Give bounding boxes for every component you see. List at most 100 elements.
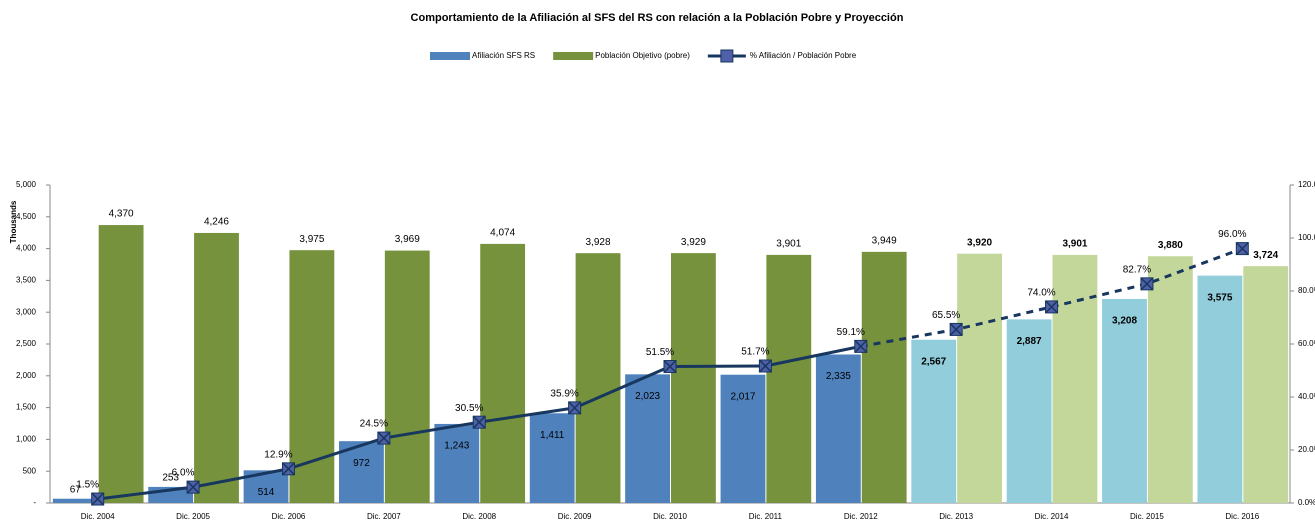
bar-value-label: 1,411 bbox=[540, 430, 565, 441]
line-marker bbox=[1235, 242, 1249, 256]
bar-value-label: 3,975 bbox=[299, 234, 324, 245]
bar-value-label: 3,920 bbox=[967, 237, 992, 248]
bar-value-label: 2,567 bbox=[921, 356, 946, 367]
line-value-label: 12.9% bbox=[264, 449, 292, 460]
bar bbox=[1147, 256, 1193, 503]
y-tick-label: 1,500 bbox=[16, 403, 37, 412]
line-value-label: 65.5% bbox=[932, 310, 960, 321]
line-value-label: 74.0% bbox=[1027, 288, 1055, 299]
bar-value-label: 3,724 bbox=[1253, 250, 1278, 261]
y2-tick-label: 0.0% bbox=[1298, 498, 1315, 507]
line-marker bbox=[663, 359, 677, 374]
bar-value-label: 3,969 bbox=[395, 234, 420, 245]
bar-value-label: 3,575 bbox=[1207, 292, 1232, 303]
bar-value-label: 1,243 bbox=[444, 441, 469, 452]
bar-value-label: 67 bbox=[70, 484, 82, 495]
legend-label: % Afiliación / Población Pobre bbox=[750, 51, 857, 60]
legend-label: Población Objetivo (pobre) bbox=[595, 51, 690, 60]
line-marker bbox=[1045, 300, 1059, 314]
legend-swatch bbox=[553, 52, 594, 60]
bar bbox=[815, 354, 861, 503]
bar-value-label: 4,074 bbox=[490, 228, 515, 239]
line-marker bbox=[281, 462, 295, 476]
x-tick-label: Dic. 2013 bbox=[939, 512, 973, 521]
y-tick-label: 2,000 bbox=[16, 371, 37, 380]
line-value-label: 59.1% bbox=[837, 327, 865, 338]
y-tick-label: 1,000 bbox=[16, 435, 37, 444]
y-tick-label: - bbox=[33, 498, 36, 507]
bar bbox=[671, 253, 716, 503]
bar-value-label: 4,370 bbox=[109, 209, 134, 220]
bar bbox=[384, 250, 430, 503]
line-value-label: 30.5% bbox=[455, 403, 483, 414]
bar bbox=[1006, 319, 1052, 503]
bar-value-label: 3,901 bbox=[776, 239, 801, 250]
bar bbox=[957, 253, 1002, 503]
bar-value-label: 3,928 bbox=[586, 237, 611, 248]
x-tick-label: Dic. 2015 bbox=[1130, 512, 1164, 521]
y-tick-label: 4,000 bbox=[16, 244, 37, 253]
line-marker bbox=[854, 339, 868, 353]
bar-value-label: 3,880 bbox=[1158, 240, 1183, 251]
x-tick-label: Dic. 2006 bbox=[272, 512, 306, 521]
bar bbox=[480, 243, 526, 503]
bar bbox=[766, 254, 812, 503]
x-tick-label: Dic. 2012 bbox=[844, 512, 878, 521]
line-value-label: 1.5% bbox=[76, 480, 99, 491]
bar-value-label: 972 bbox=[353, 458, 370, 469]
y2-tick-label: 60.0% bbox=[1298, 339, 1315, 348]
y-tick-label: 2,500 bbox=[16, 339, 37, 348]
bar-value-label: 3,901 bbox=[1062, 239, 1087, 250]
y-tick-label: 500 bbox=[23, 466, 37, 475]
x-tick-label: Dic. 2014 bbox=[1035, 512, 1069, 521]
bar bbox=[434, 423, 480, 503]
y-tick-label: 5,000 bbox=[16, 180, 37, 189]
y-axis-label: Thousands bbox=[9, 200, 18, 243]
bar bbox=[861, 251, 907, 503]
bar-value-label: 253 bbox=[162, 473, 179, 484]
line-marker bbox=[472, 415, 486, 429]
y-tick-label: 3,500 bbox=[16, 276, 37, 285]
y2-tick-label: 100.0% bbox=[1298, 233, 1315, 242]
bar bbox=[575, 253, 621, 503]
line-value-label: 24.5% bbox=[360, 419, 388, 430]
x-tick-label: Dic. 2004 bbox=[81, 512, 115, 521]
bar-value-label: 3,208 bbox=[1112, 316, 1137, 327]
y2-tick-label: 20.0% bbox=[1298, 445, 1315, 454]
bar-value-label: 2,017 bbox=[730, 391, 755, 402]
legend-label: Afiliación SFS RS bbox=[472, 51, 535, 60]
line-value-label: 51.7% bbox=[741, 347, 769, 358]
legend-swatch bbox=[720, 49, 734, 63]
y-tick-label: 4,500 bbox=[16, 212, 37, 221]
x-tick-label: Dic. 2007 bbox=[367, 512, 401, 521]
x-tick-label: Dic. 2011 bbox=[749, 512, 783, 521]
bar-value-label: 514 bbox=[258, 487, 275, 498]
line-marker bbox=[758, 359, 772, 373]
bar bbox=[52, 498, 98, 503]
line-value-label: 96.0% bbox=[1218, 229, 1246, 240]
line-projection bbox=[860, 247, 1243, 348]
line-value-label: 35.9% bbox=[550, 389, 578, 400]
y2-tick-label: 120.0% bbox=[1298, 180, 1315, 189]
chart-title: Comportamiento de la Afiliación al SFS d… bbox=[411, 12, 904, 24]
legend-swatch bbox=[430, 52, 470, 60]
x-tick-label: Dic. 2010 bbox=[653, 512, 687, 521]
x-tick-label: Dic. 2008 bbox=[462, 512, 496, 521]
line-marker bbox=[568, 401, 582, 415]
line-value-label: 82.7% bbox=[1123, 264, 1151, 275]
bar-value-label: 3,929 bbox=[681, 237, 706, 248]
x-tick-label: Dic. 2009 bbox=[558, 512, 592, 521]
x-tick-label: Dic. 2016 bbox=[1225, 512, 1259, 521]
bar bbox=[529, 413, 575, 503]
line-marker bbox=[186, 480, 200, 494]
bar bbox=[1052, 254, 1098, 503]
bar bbox=[625, 374, 670, 503]
line-marker bbox=[377, 431, 391, 445]
bar bbox=[1197, 275, 1243, 503]
bar bbox=[194, 232, 239, 503]
bar bbox=[1243, 266, 1289, 503]
y2-tick-label: 40.0% bbox=[1298, 392, 1315, 401]
bar bbox=[911, 339, 957, 503]
x-tick-label: Dic. 2005 bbox=[176, 512, 210, 521]
